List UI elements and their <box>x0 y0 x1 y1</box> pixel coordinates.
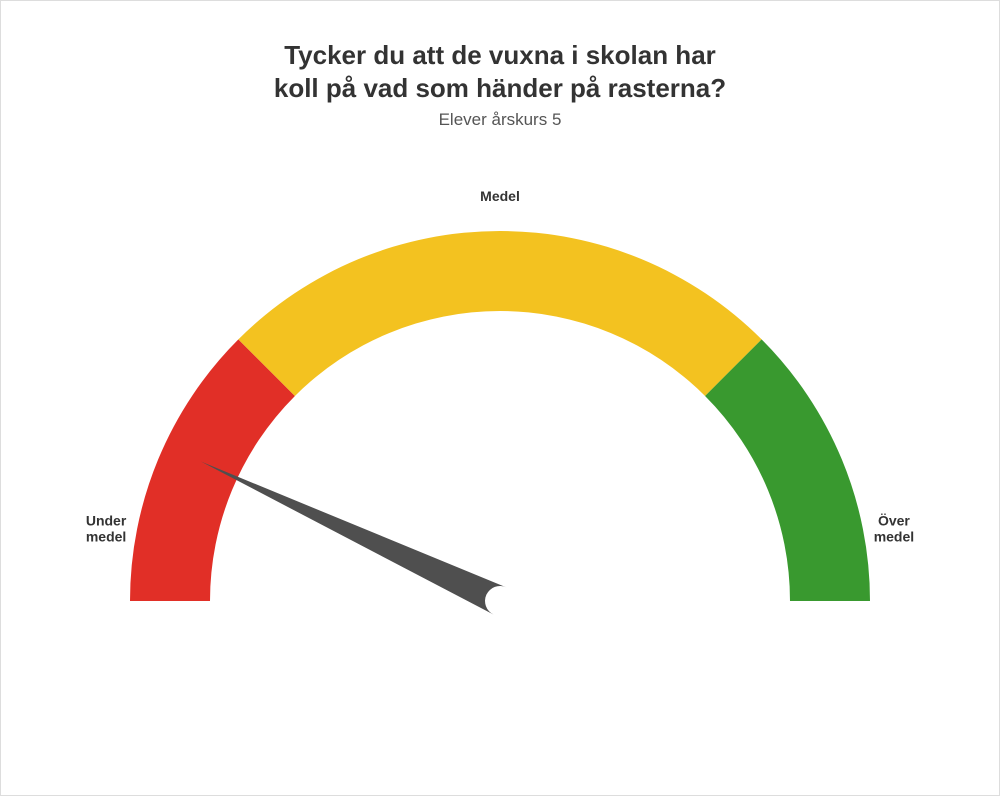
title-block: Tycker du att de vuxna i skolan har koll… <box>1 39 999 130</box>
gauge-segment-label-0-line0: Under <box>86 513 127 529</box>
chart-title-line1: Tycker du att de vuxna i skolan har <box>284 40 716 70</box>
gauge-container: UndermedelMedelÖvermedel <box>1 171 999 731</box>
gauge-chart: UndermedelMedelÖvermedel <box>60 171 940 731</box>
chart-title: Tycker du att de vuxna i skolan har koll… <box>1 39 999 104</box>
chart-title-line2: koll på vad som händer på rasterna? <box>274 73 726 103</box>
gauge-segment-label-2-line0: Över <box>878 513 910 529</box>
gauge-segment-label-0-line1: medel <box>86 529 126 545</box>
gauge-segment-label-1: Medel <box>480 188 520 204</box>
gauge-segment-2 <box>705 339 870 601</box>
gauge-segment-label-2-line1: medel <box>874 529 914 545</box>
gauge-needle <box>201 462 506 615</box>
chart-subtitle: Elever årskurs 5 <box>1 110 999 130</box>
chart-frame: { "chart": { "type": "gauge", "title_lin… <box>0 0 1000 796</box>
gauge-segment-1 <box>238 231 761 396</box>
gauge-segment-0 <box>130 339 295 601</box>
